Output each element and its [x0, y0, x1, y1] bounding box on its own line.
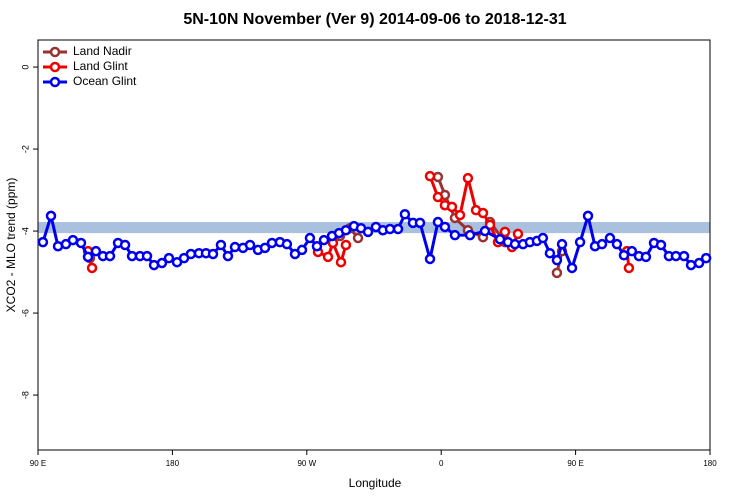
data-point	[432, 191, 444, 203]
x-axis-label: Longitude	[349, 476, 402, 490]
data-point	[670, 250, 682, 262]
data-point	[596, 238, 608, 250]
data-point	[90, 245, 102, 257]
data-point	[163, 252, 175, 264]
data-point	[424, 170, 436, 182]
data-point	[207, 248, 219, 260]
x-tick-label: 180	[703, 459, 717, 468]
data-point	[119, 239, 131, 251]
legend-label: Land Nadir	[73, 44, 132, 58]
x-tick-label: 180	[166, 459, 180, 468]
legend-label: Ocean Glint	[73, 74, 137, 88]
data-point	[432, 216, 444, 228]
data-point	[352, 232, 364, 244]
data-point	[75, 237, 87, 249]
data-point	[462, 172, 474, 184]
data-point	[37, 236, 49, 248]
y-tick-label: -6	[20, 309, 30, 317]
x-tick-label: 0	[439, 459, 444, 468]
data-point	[185, 248, 197, 260]
data-point	[229, 241, 241, 253]
data-point	[340, 239, 352, 251]
data-point	[384, 223, 396, 235]
data-point	[424, 253, 436, 265]
data-point	[623, 262, 635, 274]
data-point	[685, 259, 697, 271]
data-point	[693, 257, 705, 269]
data-point	[340, 224, 352, 236]
x-tick-label: 90 E	[567, 459, 583, 468]
data-point	[454, 209, 466, 221]
data-point	[86, 262, 98, 274]
y-tick-label: 0	[20, 65, 30, 70]
data-point	[45, 210, 57, 222]
data-point	[499, 226, 511, 238]
data-point	[322, 251, 334, 263]
data-point	[604, 232, 616, 244]
legend-marker	[49, 76, 61, 88]
data-point	[464, 229, 476, 241]
data-point	[618, 250, 630, 261]
data-point	[700, 252, 712, 264]
x-tick-label: 90 E	[30, 459, 46, 468]
y-tick-label: -2	[20, 145, 30, 153]
data-point	[82, 251, 94, 263]
data-point	[318, 234, 330, 246]
y-axis-label: XCO2 - MLO trend (ppm)	[4, 178, 18, 313]
data-point	[399, 209, 411, 220]
legend-marker	[49, 61, 61, 73]
data-point	[362, 226, 374, 238]
data-point	[537, 232, 549, 244]
data-point	[414, 217, 426, 229]
data-point	[479, 225, 491, 237]
data-point	[392, 223, 404, 235]
legend-marker	[49, 46, 61, 58]
data-point	[311, 240, 323, 252]
data-point	[304, 232, 316, 244]
data-point	[156, 257, 168, 269]
data-point	[551, 267, 563, 279]
data-point	[678, 250, 690, 262]
data-point	[551, 254, 563, 266]
chart-title: 5N-10N November (Ver 9) 2014-09-06 to 20…	[183, 11, 566, 28]
data-point	[215, 239, 227, 251]
plot-frame	[37, 39, 711, 451]
x-tick-label: 90 W	[297, 459, 316, 468]
data-point	[244, 239, 256, 251]
data-point	[259, 242, 271, 254]
data-point	[104, 250, 116, 262]
y-tick-label: -4	[20, 227, 30, 235]
data-point	[574, 236, 586, 248]
data-point	[222, 250, 234, 262]
data-point	[544, 247, 556, 259]
data-point	[477, 207, 489, 219]
data-point	[67, 234, 79, 246]
data-point	[566, 262, 578, 274]
data-point	[296, 244, 308, 256]
data-point	[582, 210, 594, 222]
data-point	[439, 221, 451, 233]
legend-label: Land Glint	[73, 59, 128, 73]
data-point	[141, 250, 153, 262]
data-point	[449, 229, 461, 241]
data-point	[335, 256, 347, 268]
data-point	[655, 239, 667, 251]
data-point	[446, 201, 458, 213]
data-point	[640, 251, 652, 263]
data-point	[509, 238, 521, 250]
data-point	[281, 238, 293, 250]
data-point	[556, 238, 568, 250]
data-point	[512, 228, 524, 240]
data-point	[626, 245, 638, 257]
data-point	[611, 238, 623, 250]
y-tick-label: -8	[20, 391, 30, 399]
